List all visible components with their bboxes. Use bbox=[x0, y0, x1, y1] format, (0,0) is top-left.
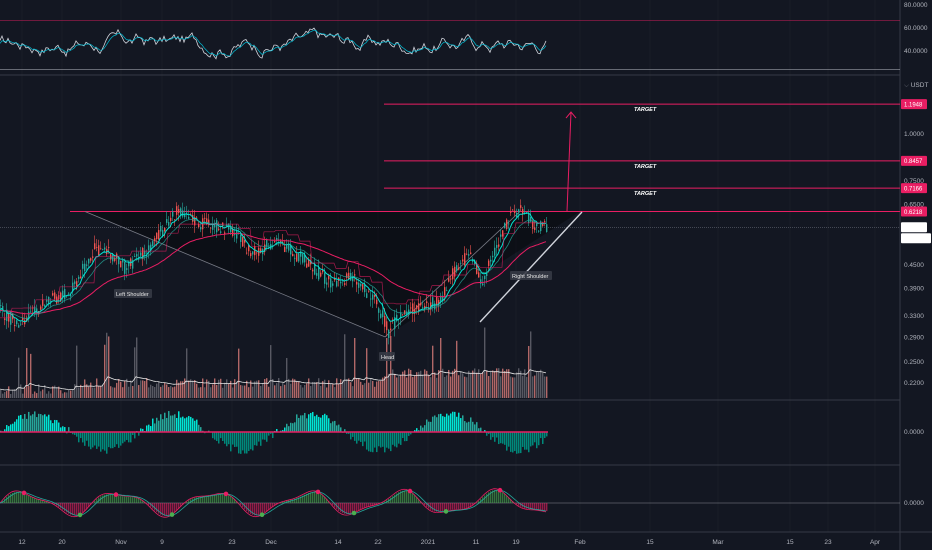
osc-tick-80: 80.0000 bbox=[904, 2, 928, 9]
time-tick-9: 11 bbox=[473, 539, 480, 546]
time-tick-16: Apr bbox=[870, 539, 881, 546]
price-tick-2: 0.6500 bbox=[904, 202, 924, 209]
osc-tick-60: 60.0000 bbox=[904, 25, 928, 32]
momentum-bars bbox=[2, 490, 548, 516]
price-badges: 1.1948 0.8457 0.7166 0.6218 0.5647 01:20:06 bbox=[901, 99, 931, 244]
target-label-2: TARGET bbox=[634, 191, 657, 197]
time-tick-15: 23 bbox=[824, 539, 832, 546]
target-label-1: TARGET bbox=[634, 164, 657, 170]
oscillator-line bbox=[0, 27, 547, 60]
time-tick-4: 23 bbox=[228, 539, 236, 546]
time-tick-10: 19 bbox=[512, 539, 520, 546]
histogram-bars bbox=[0, 411, 548, 454]
time-tick-14: 15 bbox=[786, 539, 794, 546]
target-price-badge-0: 1.1948 bbox=[904, 102, 923, 108]
target-arrowhead bbox=[565, 111, 577, 119]
time-tick-13: Mar bbox=[712, 539, 724, 546]
price-panel: TARGET TARGET TARGET Left Shoulder Head Ri… bbox=[0, 103, 900, 398]
price-tick-0: 1.0000 bbox=[904, 131, 924, 138]
price-tick-4: 0.3900 bbox=[904, 286, 924, 293]
last-price-badge-bg bbox=[901, 222, 927, 233]
target-price-badge-0-bg bbox=[901, 99, 927, 110]
mom-tick-zero: 0.0000 bbox=[904, 500, 924, 507]
target-price-badge-1-bg bbox=[901, 155, 927, 166]
price-axis[interactable]: 80.0000 60.0000 40.0000 ⌵ USDT 1.0000 0.7… bbox=[901, 2, 932, 507]
pattern-shading bbox=[85, 211, 580, 337]
unit-badge-bg bbox=[901, 79, 932, 89]
pattern-label-right-shoulder: Right Shoulder bbox=[510, 271, 552, 280]
target-price-badge-1: 0.8457 bbox=[904, 159, 923, 165]
price-ticks: 1.0000 0.7500 0.6500 0.4500 0.3900 0.3300 0.29… bbox=[904, 131, 924, 387]
time-tick-12: 15 bbox=[646, 539, 654, 546]
time-tick-1: 20 bbox=[58, 539, 66, 546]
time-tick-8: 2021 bbox=[421, 539, 436, 546]
oscillator-panel bbox=[0, 20, 900, 70]
hist-tick-zero: 0.0000 bbox=[904, 429, 924, 436]
countdown-badge: 01:20:06 bbox=[904, 237, 928, 243]
time-tick-3: 9 bbox=[160, 539, 164, 546]
left-shoulder-label: Left Shoulder bbox=[116, 292, 149, 298]
ma-mid-line bbox=[0, 218, 547, 320]
time-tick-2: Nov bbox=[115, 539, 127, 546]
time-tick-6: 14 bbox=[334, 539, 342, 546]
ma-slow-line bbox=[0, 232, 547, 315]
pattern-label-left-shoulder: Left Shoulder bbox=[114, 289, 152, 298]
time-tick-5: Dec bbox=[265, 539, 277, 546]
momentum-line bbox=[0, 488, 547, 518]
neckline-price-badge: 0.6218 bbox=[904, 210, 923, 216]
target-arrow bbox=[566, 112, 572, 212]
pattern-label-head: Head bbox=[379, 352, 395, 361]
volume-bars bbox=[0, 327, 548, 398]
momentum-panel bbox=[0, 487, 900, 518]
volume-ma-line bbox=[0, 369, 547, 391]
momentum-signal-line bbox=[0, 489, 547, 517]
neckline-price-badge-bg bbox=[901, 206, 927, 217]
price-tick-6: 0.2900 bbox=[904, 334, 924, 341]
price-tick-7: 0.2500 bbox=[904, 359, 924, 366]
stepped-stop-line bbox=[0, 222, 546, 319]
price-tick-3: 0.4500 bbox=[904, 262, 924, 269]
target-lines: TARGET TARGET TARGET bbox=[384, 103, 900, 197]
time-axis[interactable]: 12 20 Nov 9 23 Dec 14 22 2021 11 19 Feb 15 Mar 15 23 Apr bbox=[18, 539, 881, 546]
head-label: Head bbox=[381, 355, 394, 361]
ma-fast-line bbox=[0, 212, 547, 323]
price-tick-8: 0.2200 bbox=[904, 380, 924, 387]
time-tick-0: 12 bbox=[18, 539, 26, 546]
price-tick-5: 0.3300 bbox=[904, 313, 924, 320]
oscillator-signal-line bbox=[0, 29, 547, 57]
pattern-left-edge bbox=[84, 211, 386, 338]
right-shoulder-label: Right Shoulder bbox=[512, 274, 549, 280]
osc-tick-40: 40.0000 bbox=[904, 48, 928, 55]
target-price-badge-2: 0.7166 bbox=[904, 186, 923, 192]
time-tick-7: 22 bbox=[374, 539, 382, 546]
target-label-0: TARGET bbox=[634, 107, 657, 113]
unit-label: ⌵ USDT bbox=[904, 82, 928, 89]
momentum-cross-dots bbox=[21, 487, 503, 518]
target-price-badge-2-bg bbox=[901, 183, 927, 194]
time-tick-11: Feb bbox=[574, 539, 586, 546]
countdown-bg bbox=[901, 233, 931, 244]
price-tick-1: 0.7500 bbox=[904, 178, 924, 185]
last-price-badge: 0.5647 bbox=[904, 226, 923, 232]
ascending-trendline bbox=[479, 211, 583, 323]
histogram-panel bbox=[0, 411, 548, 454]
